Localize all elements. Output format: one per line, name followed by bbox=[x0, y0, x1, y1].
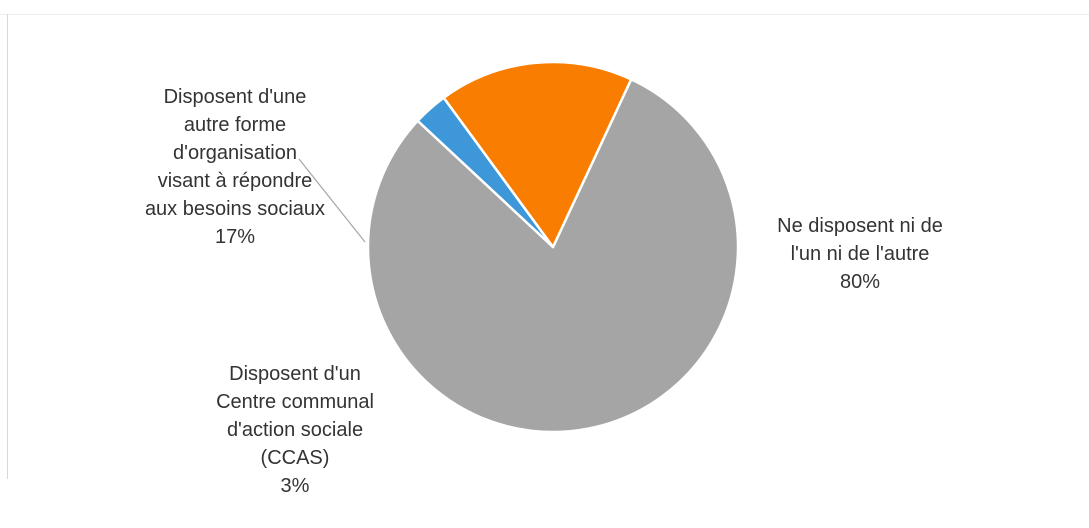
slice-label-ccas: Disposent d'un Centre communal d'action … bbox=[180, 332, 410, 528]
slice-label-none: Ne disposent ni de l'un ni de l'autre 80… bbox=[740, 184, 980, 324]
slice-label-other-organisation-text: Disposent d'une autre forme d'organisati… bbox=[144, 86, 326, 220]
slice-label-none-text: Ne disposent ni de l'un ni de l'autre bbox=[777, 215, 943, 265]
pie-slice-other-organisation bbox=[442, 60, 633, 249]
slice-label-other-organisation-value: 17% bbox=[214, 226, 256, 248]
pie-chart bbox=[298, 60, 740, 434]
chart-frame: Ne disposent ni de l'un ni de l'autre 80… bbox=[0, 14, 1089, 497]
frame-left-border bbox=[7, 14, 8, 479]
slice-label-none-value: 80% bbox=[839, 271, 881, 293]
frame-top-border bbox=[0, 14, 1089, 15]
slice-label-other-organisation: Disposent d'une autre forme d'organisati… bbox=[105, 55, 365, 279]
pie-slice-none bbox=[366, 78, 740, 434]
slice-label-ccas-value: 3% bbox=[280, 475, 310, 497]
slice-label-ccas-text: Disposent d'un Centre communal d'action … bbox=[216, 363, 374, 469]
leader-line-other-organisation bbox=[298, 158, 366, 243]
pie-slices bbox=[366, 60, 740, 434]
